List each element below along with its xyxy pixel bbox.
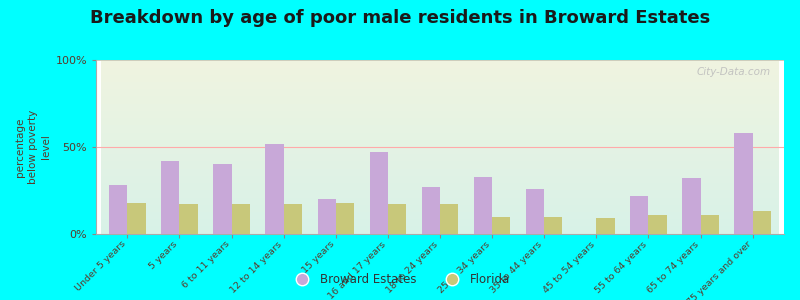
Bar	[596, 218, 614, 234]
Text: Breakdown by age of poor male residents in Broward Estates: Breakdown by age of poor male residents …	[90, 9, 710, 27]
Bar	[422, 187, 440, 234]
Bar	[336, 203, 354, 234]
Bar	[214, 164, 231, 234]
Bar	[127, 203, 146, 234]
Bar	[492, 217, 510, 234]
Legend: Broward Estates, Florida: Broward Estates, Florida	[286, 269, 514, 291]
Bar	[179, 204, 198, 234]
Bar	[734, 133, 753, 234]
Bar	[284, 204, 302, 234]
Bar	[474, 177, 492, 234]
Bar	[630, 196, 649, 234]
Bar	[544, 217, 562, 234]
Bar	[440, 204, 458, 234]
Bar	[266, 143, 284, 234]
Bar	[370, 152, 388, 234]
Bar	[753, 212, 771, 234]
Bar	[388, 204, 406, 234]
Bar	[682, 178, 701, 234]
Text: City-Data.com: City-Data.com	[696, 67, 770, 77]
Bar	[318, 199, 336, 234]
Bar	[109, 185, 127, 234]
Bar	[231, 204, 250, 234]
Bar	[526, 189, 544, 234]
Y-axis label: percentage
below poverty
level: percentage below poverty level	[14, 110, 51, 184]
Bar	[161, 161, 179, 234]
Bar	[649, 215, 666, 234]
Bar	[701, 215, 719, 234]
